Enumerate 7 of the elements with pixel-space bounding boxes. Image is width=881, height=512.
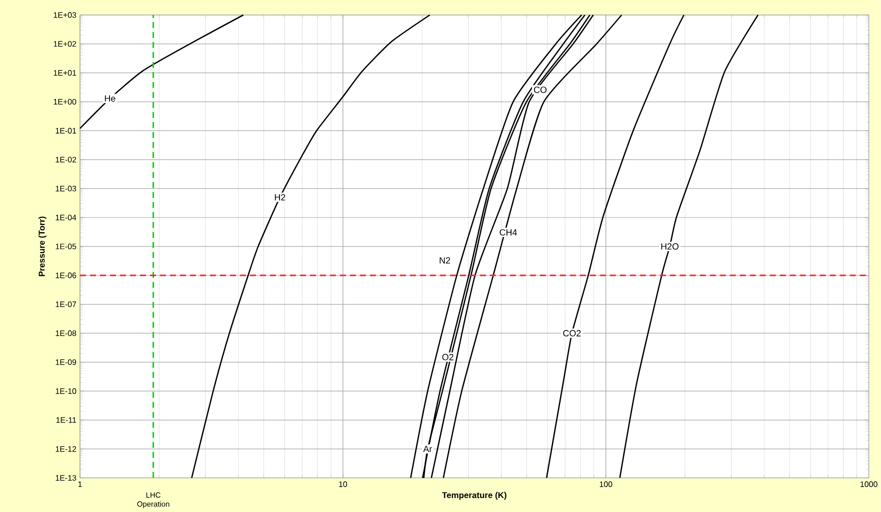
series-label: CO bbox=[534, 86, 547, 94]
x-axis-title: Temperature (K) bbox=[442, 492, 506, 500]
series-label: Ar bbox=[423, 446, 432, 452]
series-label: O2 bbox=[442, 354, 454, 360]
series-label: N2 bbox=[440, 257, 450, 264]
y-axis-title: Pressure (Torr) bbox=[38, 216, 46, 276]
series-label: CH4 bbox=[500, 229, 517, 236]
